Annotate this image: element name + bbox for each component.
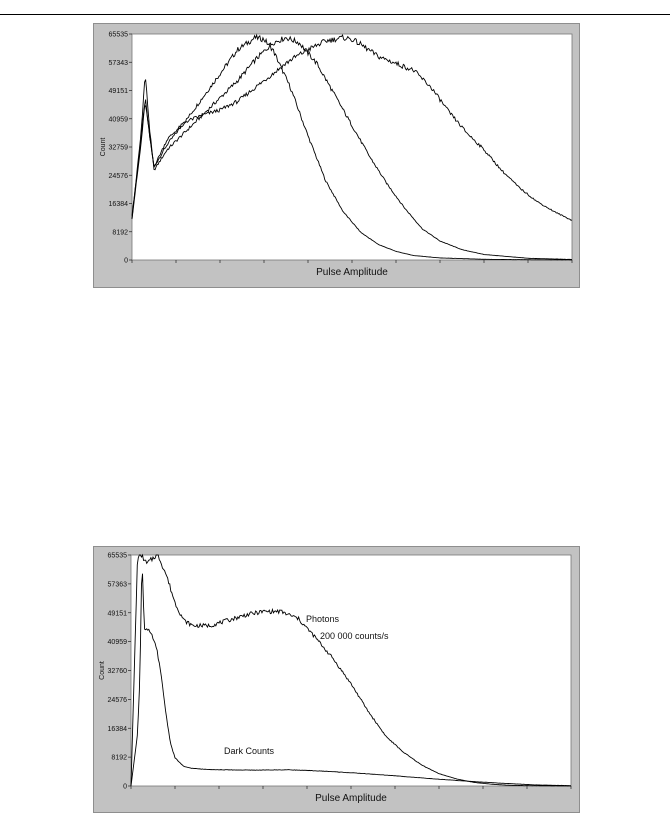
series-line-3 xyxy=(131,33,573,221)
top-rule xyxy=(0,14,670,15)
series-line-1 xyxy=(131,33,573,261)
x-axis-title: Pulse Amplitude xyxy=(315,793,387,804)
y-axis-title: Count xyxy=(99,661,106,680)
y-tick-label: 0 xyxy=(123,784,127,791)
annotation-dark-counts: Dark Counts xyxy=(224,746,275,756)
annotation-count-rate: 200 000 counts/s xyxy=(320,631,389,641)
x-axis-title: Pulse Amplitude xyxy=(316,267,388,278)
y-tick-label: 24576 xyxy=(108,697,128,704)
y-tick-label: 24576 xyxy=(109,173,129,180)
y-axis-title: Count xyxy=(100,138,107,157)
series-line-2 xyxy=(130,573,572,787)
y-tick-label: 49151 xyxy=(108,610,128,617)
y-tick-label: 8192 xyxy=(111,755,127,762)
y-tick-label: 40959 xyxy=(108,639,128,646)
plot-area xyxy=(131,33,573,261)
y-tick-label: 40959 xyxy=(109,116,129,123)
y-tick-label: 57343 xyxy=(109,60,129,67)
annotation-photons: Photons xyxy=(306,614,340,624)
y-tick-label: 8192 xyxy=(112,229,128,236)
chart-panel-bottom: 65535 57363 49151 40959 32760 24576 16384 8192 0… xyxy=(93,546,580,813)
y-tick-label: 65535 xyxy=(108,553,128,560)
y-tick-label: 65535 xyxy=(109,32,129,39)
y-tick-label: 57363 xyxy=(108,581,128,588)
y-tick-label: 49151 xyxy=(109,88,129,95)
chart-bottom-svg: 65535 57363 49151 40959 32760 24576 16384 8192 0… xyxy=(99,553,572,804)
series-line-2 xyxy=(131,35,573,261)
y-tick-label: 0 xyxy=(124,258,128,265)
chart-top-svg: 65535 57343 49151 40959 32759 24576 16384 8192 0… xyxy=(100,32,573,278)
y-tick-label: 32760 xyxy=(108,668,128,675)
chart-panel-top: 65535 57343 49151 40959 32759 24576 16384 8192 0… xyxy=(93,23,580,288)
y-tick-label: 16384 xyxy=(108,726,128,733)
y-tick-label: 16384 xyxy=(109,201,129,208)
plot-area xyxy=(130,554,572,787)
series-line-1 xyxy=(130,553,572,787)
y-tick-label: 32759 xyxy=(109,145,129,152)
